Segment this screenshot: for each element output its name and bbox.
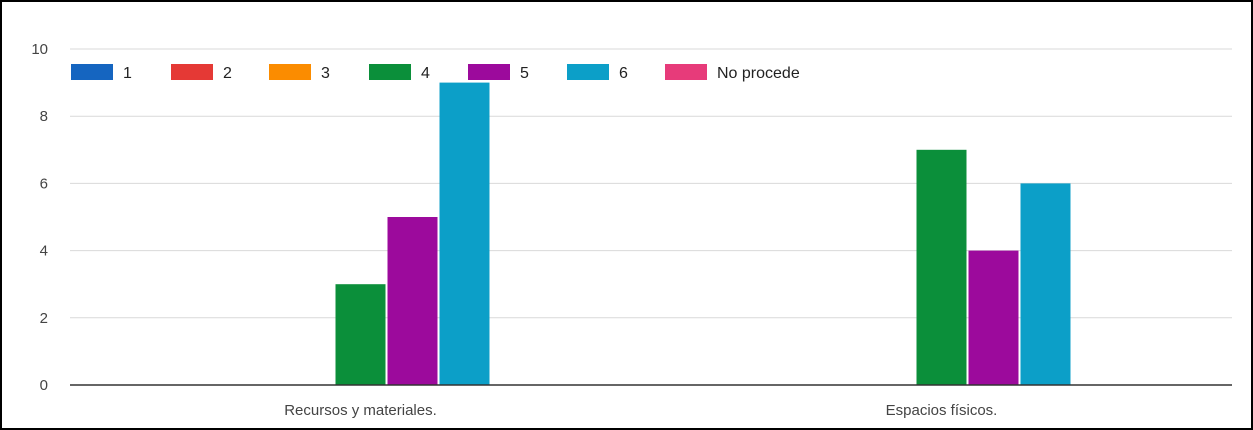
y-tick-label: 10 bbox=[31, 41, 48, 58]
bars bbox=[335, 82, 1071, 385]
legend-label: 4 bbox=[421, 65, 430, 82]
legend-swatch-1 bbox=[71, 64, 113, 80]
legend-label: 3 bbox=[321, 65, 330, 82]
bar-4-2 bbox=[916, 149, 967, 385]
y-tick-label: 0 bbox=[40, 377, 48, 394]
legend-swatch-5 bbox=[468, 64, 510, 80]
bar-5-2 bbox=[968, 250, 1019, 385]
legend-swatch-no-procede bbox=[665, 64, 707, 80]
x-tick-label: Espacios físicos. bbox=[886, 402, 998, 419]
legend-swatch-4 bbox=[369, 64, 411, 80]
legend-label: No procede bbox=[717, 65, 800, 82]
legend-swatch-3 bbox=[269, 64, 311, 80]
y-tick-label: 4 bbox=[40, 243, 48, 260]
legend-label: 2 bbox=[223, 65, 232, 82]
bar-5-1 bbox=[387, 217, 438, 385]
y-tick-label: 8 bbox=[40, 108, 48, 125]
bar-4-1 bbox=[335, 284, 386, 385]
y-tick-label: 2 bbox=[40, 310, 48, 327]
bar-6-1 bbox=[439, 82, 490, 385]
x-axis-ticks: Recursos y materiales. Espacios físicos. bbox=[284, 402, 997, 419]
legend: 1 2 3 4 5 6 No procede bbox=[71, 64, 800, 82]
y-tick-label: 6 bbox=[40, 175, 48, 192]
legend-label: 5 bbox=[520, 65, 529, 82]
legend-swatch-6 bbox=[567, 64, 609, 80]
x-tick-label: Recursos y materiales. bbox=[284, 402, 437, 419]
bar-6-2 bbox=[1020, 183, 1071, 385]
legend-label: 1 bbox=[123, 65, 132, 82]
legend-label: 6 bbox=[619, 65, 628, 82]
legend-swatch-2 bbox=[171, 64, 213, 80]
y-axis-ticks: 0 2 4 6 8 10 bbox=[31, 41, 48, 394]
